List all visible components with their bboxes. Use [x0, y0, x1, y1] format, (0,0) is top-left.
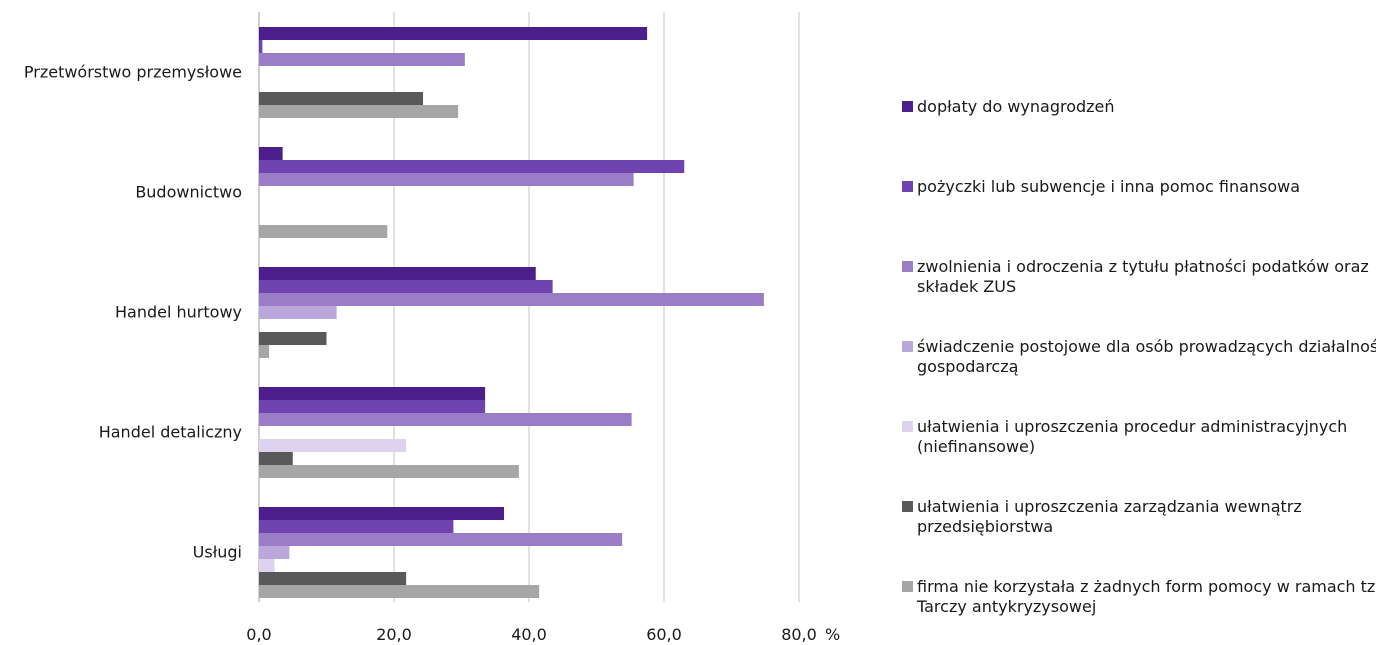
- bar: [259, 306, 337, 319]
- legend-item: pożyczki lub subwencje i inna pomoc fina…: [902, 177, 1300, 196]
- bar: [259, 387, 486, 400]
- legend-item: ułatwienia i uproszczenia procedur admin…: [902, 417, 1347, 456]
- legend-label: pożyczki lub subwencje i inna pomoc fina…: [917, 177, 1300, 196]
- legend-swatch: [902, 181, 913, 192]
- legend-swatch: [902, 421, 913, 432]
- bar: [259, 465, 519, 478]
- legend-label: dopłaty do wynagrodzeń: [917, 97, 1115, 116]
- bar: [259, 546, 290, 559]
- bar: [259, 345, 270, 358]
- bar: [259, 293, 764, 306]
- legend-item: ułatwienia i uproszczenia zarządzania we…: [902, 497, 1302, 536]
- bar-group: [259, 267, 764, 358]
- category-label: Handel detaliczny: [99, 423, 242, 442]
- gridlines: [393, 12, 800, 602]
- legend-item: zwolnienia i odroczenia z tytułu płatnoś…: [902, 257, 1369, 296]
- legend-label: zwolnienia i odroczenia z tytułu płatnoś…: [917, 257, 1369, 296]
- bar: [259, 507, 505, 520]
- bar: [259, 147, 283, 160]
- bar: [259, 332, 327, 345]
- bar-group: [259, 387, 632, 478]
- legend-item: firma nie korzystała z żadnych form pomo…: [902, 577, 1376, 616]
- bar-group: [259, 507, 623, 598]
- bar: [259, 585, 540, 598]
- legend-item: dopłaty do wynagrodzeń: [902, 97, 1115, 116]
- x-tick-label: 0,0: [246, 625, 271, 644]
- bar: [259, 160, 685, 173]
- bar: [259, 559, 275, 572]
- legend-item: świadczenie postojowe dla osób prowadząc…: [902, 337, 1376, 376]
- x-tick-label: 40,0: [511, 625, 547, 644]
- legend-label: firma nie korzystała z żadnych form pomo…: [916, 577, 1376, 616]
- bar: [259, 105, 459, 118]
- bar: [259, 267, 536, 280]
- bar: [259, 27, 648, 40]
- bar-group: [259, 147, 685, 238]
- bar: [259, 53, 465, 66]
- legend-swatch: [902, 581, 913, 592]
- legend-label: ułatwienia i uproszczenia zarządzania we…: [917, 497, 1302, 536]
- bar: [259, 572, 407, 585]
- category-label: Budownictwo: [135, 183, 242, 202]
- x-tick-label: 60,0: [646, 625, 682, 644]
- bars: [259, 27, 764, 598]
- legend-label: ułatwienia i uproszczenia procedur admin…: [917, 417, 1347, 456]
- legend-swatch: [902, 261, 913, 272]
- bar: [259, 280, 553, 293]
- bar: [259, 173, 634, 186]
- bar: [259, 520, 454, 533]
- legend-swatch: [902, 501, 913, 512]
- x-tick-label: 20,0: [376, 625, 412, 644]
- bar: [259, 452, 293, 465]
- x-unit-label: %: [825, 625, 840, 644]
- bar: [259, 439, 407, 452]
- bar: [259, 400, 486, 413]
- bar: [259, 533, 623, 546]
- category-label: Usługi: [193, 543, 242, 562]
- category-label: Handel hurtowy: [115, 303, 242, 322]
- x-tick-label: 80,0: [781, 625, 817, 644]
- legend-swatch: [902, 101, 913, 112]
- legend: dopłaty do wynagrodzeń pożyczki lub subwe…: [902, 97, 1376, 616]
- legend-swatch: [902, 341, 913, 352]
- legend-label: świadczenie postojowe dla osób prowadząc…: [917, 337, 1376, 376]
- bar: [259, 40, 263, 53]
- bar-group: [259, 27, 648, 118]
- bar: [259, 92, 424, 105]
- bar: [259, 413, 632, 426]
- bar: [259, 225, 388, 238]
- category-label: Przetwórstwo przemysłowe: [24, 63, 242, 82]
